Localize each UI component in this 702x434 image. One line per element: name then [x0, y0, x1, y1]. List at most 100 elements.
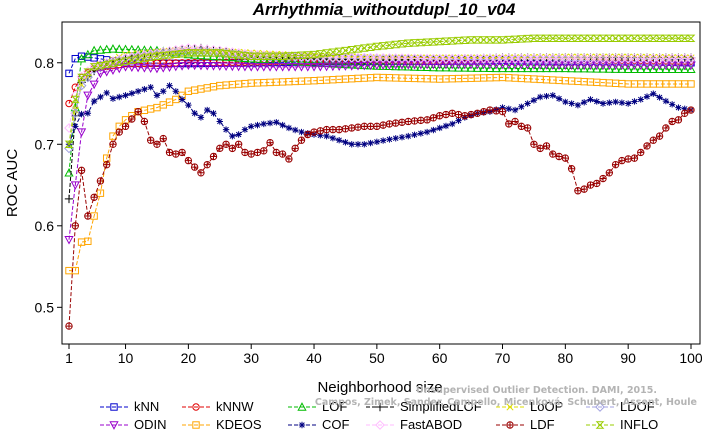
lof-point — [102, 44, 112, 54]
odin-point — [585, 61, 596, 71]
inflo-point — [171, 50, 181, 58]
legend-marker — [595, 402, 605, 412]
lof-point — [441, 62, 451, 72]
legend-label: SimplifiedLOF — [400, 399, 482, 414]
x-tick-label: 1 — [65, 350, 73, 366]
lof-point — [334, 59, 344, 68]
inflo-point — [686, 34, 696, 43]
cof-point — [191, 110, 198, 117]
cof-point — [166, 82, 173, 89]
lof-point — [296, 57, 307, 66]
cof-point — [637, 96, 644, 103]
inflo-point — [542, 34, 551, 43]
ldf-point — [530, 140, 538, 148]
inflo-point — [253, 52, 262, 60]
cof-point — [122, 92, 129, 99]
inflo-point — [328, 48, 338, 56]
odin-point — [252, 63, 263, 72]
cof-point — [153, 92, 161, 99]
legend-label: INFLO — [620, 417, 658, 432]
ldf-point — [655, 132, 664, 140]
ldf-point — [536, 144, 544, 152]
plot-series — [64, 34, 696, 330]
odin-point — [277, 63, 288, 72]
inflo-point — [297, 51, 306, 59]
legend-marker — [297, 402, 307, 411]
cof-point — [587, 96, 594, 103]
inflo-point — [630, 34, 639, 43]
odin-point — [265, 63, 275, 72]
cof-point — [499, 104, 506, 111]
cof-point — [417, 130, 425, 137]
lof-point — [460, 63, 470, 72]
odin-point — [70, 181, 80, 190]
fastabod-point — [353, 52, 363, 63]
ldf-point — [209, 152, 218, 161]
odin-point — [661, 61, 671, 71]
odin-point — [334, 62, 344, 72]
fastabod-point — [378, 53, 389, 63]
cof-point — [134, 88, 142, 95]
cof-point — [379, 137, 387, 144]
cof-point — [505, 105, 512, 113]
cof-point — [668, 101, 676, 108]
legend-item-fastabod: FastABOD — [366, 417, 462, 432]
odin-point — [680, 61, 690, 71]
ldf-point — [461, 112, 469, 120]
ldf-point — [146, 136, 155, 144]
ldf-point — [266, 139, 274, 147]
lof-point — [541, 63, 552, 73]
cof-point — [650, 90, 657, 97]
legend-item-ldof: LDOF — [586, 399, 655, 414]
inflo-point — [667, 34, 677, 43]
odin-point — [416, 60, 426, 70]
cof-point — [398, 134, 406, 141]
inflo-point — [655, 34, 664, 43]
cof-point — [329, 134, 337, 142]
inflo-point — [290, 51, 300, 60]
odin-point — [648, 61, 658, 71]
ldf-point — [253, 148, 262, 157]
odin-point — [221, 62, 231, 72]
ldf-point — [505, 120, 513, 128]
cof-point — [675, 104, 682, 111]
inflo-point — [190, 49, 200, 57]
legend-item-inflo: INFLO — [586, 417, 658, 432]
inflo-point — [372, 42, 382, 51]
lof-point — [529, 63, 539, 73]
lof-point — [592, 64, 602, 73]
lof-point — [686, 64, 696, 73]
kdeos-point — [84, 237, 92, 245]
ldf-point — [134, 108, 142, 116]
odin-point — [95, 69, 106, 79]
odin-point — [315, 62, 325, 72]
lof-point — [623, 64, 633, 73]
odin-point — [435, 60, 445, 70]
lof-point — [479, 63, 489, 72]
lof-point — [617, 64, 627, 73]
ldf-point — [398, 118, 406, 126]
ldf-point — [523, 124, 532, 132]
cof-point — [103, 89, 110, 97]
lof-point — [353, 60, 363, 69]
cof-point — [549, 92, 556, 99]
x-tick-label: 40 — [306, 350, 322, 366]
lof-point — [472, 63, 483, 72]
odin-point — [573, 61, 583, 71]
inflo-point — [108, 59, 118, 68]
inflo-point — [246, 52, 256, 60]
odin-point — [466, 60, 476, 70]
cof-point — [555, 95, 563, 102]
odin-point — [673, 61, 684, 71]
cof-point — [185, 101, 192, 109]
lof-point — [108, 44, 118, 53]
odin-point — [529, 61, 539, 70]
cof-point — [317, 132, 324, 139]
odin-point — [629, 61, 640, 71]
odin-point — [89, 80, 99, 90]
lof-point — [673, 64, 684, 73]
fastabod-point — [346, 52, 357, 63]
lof-point — [648, 64, 658, 73]
legend-marker — [595, 421, 605, 429]
inflo-point — [209, 49, 218, 57]
